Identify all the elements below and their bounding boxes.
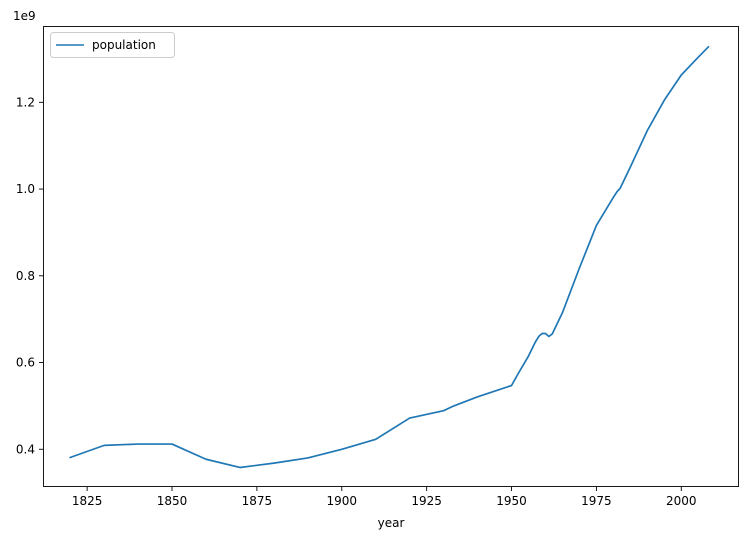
line-layer — [69, 45, 710, 469]
series-line-population — [69, 45, 710, 469]
legend-label-population: population — [92, 38, 156, 52]
plot-frame — [43, 26, 739, 487]
x-axis: 1825 1850 1875 1900 1925 1950 1975 2000 — [72, 487, 697, 508]
x-tick-label-1950: 1950 — [496, 494, 527, 508]
y-tick-label-1.2: 1.2 — [16, 95, 35, 109]
x-tick-label-1825: 1825 — [72, 494, 103, 508]
x-tick-label-1850: 1850 — [157, 494, 188, 508]
x-tick-label-1975: 1975 — [581, 494, 612, 508]
legend-box — [50, 32, 175, 58]
x-tick-label-1875: 1875 — [242, 494, 273, 508]
y-tick-label-0.4: 0.4 — [16, 442, 35, 456]
y-offset-label: 1e9 — [13, 9, 36, 23]
y-tick-label-0.8: 0.8 — [16, 269, 35, 283]
x-tick-label-1900: 1900 — [326, 494, 357, 508]
x-tick-label-2000: 2000 — [666, 494, 697, 508]
y-tick-label-0.6: 0.6 — [16, 356, 35, 370]
legend: population — [50, 32, 175, 58]
plot-area — [43, 26, 739, 487]
x-tick-label-1925: 1925 — [411, 494, 442, 508]
y-tick-label-1.0: 1.0 — [16, 182, 35, 196]
y-axis: 0.4 0.6 0.8 1.0 1.2 — [16, 95, 43, 456]
x-axis-title: year — [378, 516, 405, 530]
